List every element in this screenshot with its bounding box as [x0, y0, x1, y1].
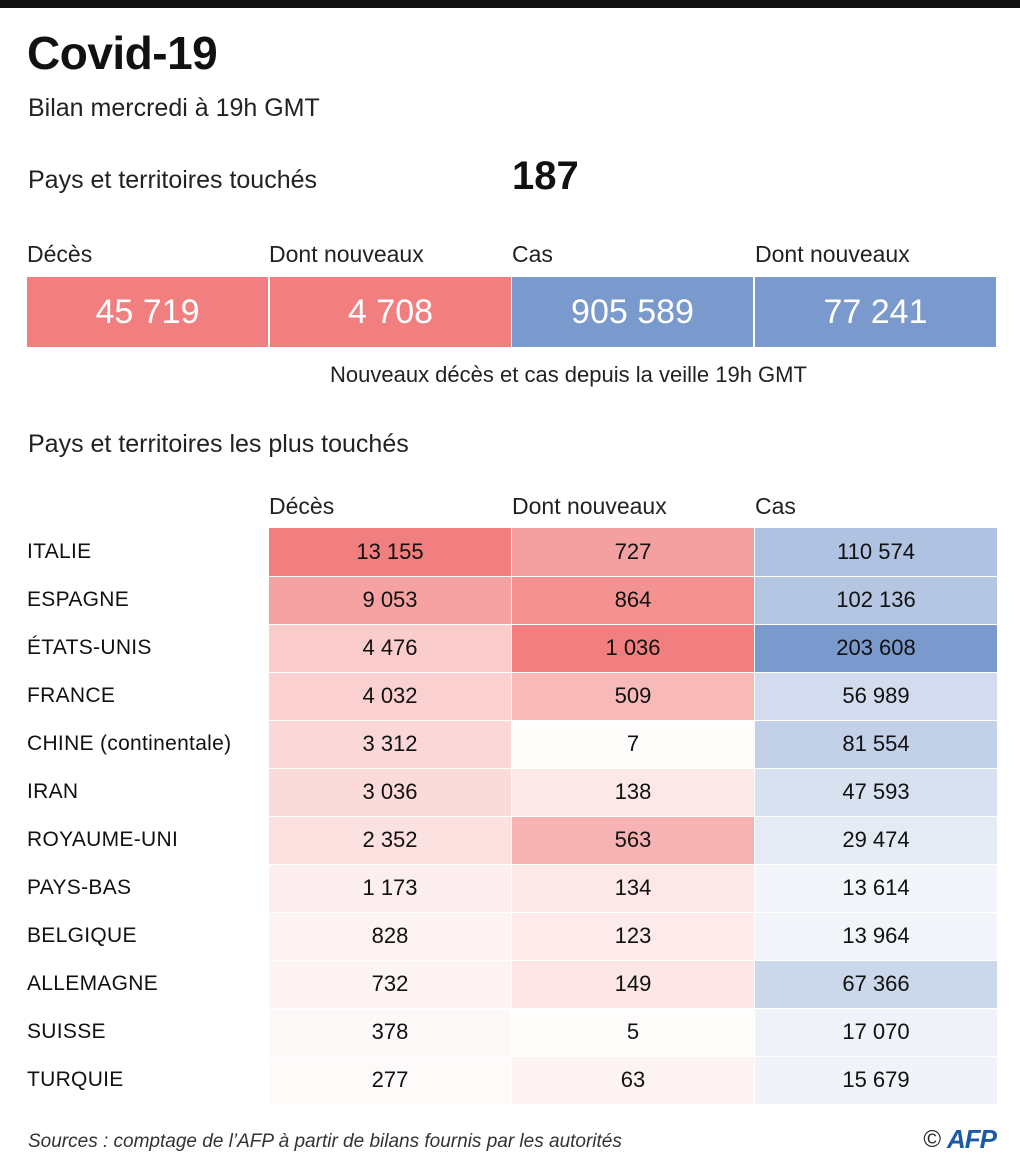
country-name: IRAN [27, 780, 79, 803]
table-row: ESPAGNE 9 053 864 102 136 [0, 576, 1020, 624]
table-row: ROYAUME-UNI 2 352 563 29 474 [0, 816, 1020, 864]
sources-note: Sources : comptage de l’AFP à partir de … [28, 1131, 622, 1152]
new-deaths-cell: 123 [512, 912, 754, 960]
new-deaths-cell: 1 036 [512, 624, 754, 672]
deaths-cell: 3 312 [269, 720, 511, 768]
table-row: BELGIQUE 828 123 13 964 [0, 912, 1020, 960]
cases-cell: 110 574 [755, 528, 997, 576]
deaths-cell: 13 155 [269, 528, 511, 576]
row-separator [269, 624, 997, 625]
country-name: BELGIQUE [27, 924, 137, 947]
row-separator [269, 576, 997, 577]
new-deaths-cell: 727 [512, 528, 754, 576]
row-separator [269, 672, 997, 673]
kpi-deaths-label: Décès [27, 241, 93, 267]
row-separator [269, 960, 997, 961]
afp-brand: AFP [947, 1124, 997, 1154]
country-name: ESPAGNE [27, 588, 130, 611]
deaths-cell: 9 053 [269, 576, 511, 624]
cases-cell: 102 136 [755, 576, 997, 624]
table-row: SUISSE 378 5 17 070 [0, 1008, 1020, 1056]
country-name: CHINE (continentale) [27, 732, 232, 755]
deaths-cell: 828 [269, 912, 511, 960]
table-row: CHINE (continentale) 3 312 7 81 554 [0, 720, 1020, 768]
cases-cell: 13 964 [755, 912, 997, 960]
column-header-deaths: Décès [269, 493, 335, 519]
page-subtitle: Bilan mercredi à 19h GMT [28, 94, 320, 122]
row-separator [269, 816, 997, 817]
deaths-cell: 378 [269, 1008, 511, 1056]
country-name: SUISSE [27, 1020, 106, 1043]
cases-cell: 67 366 [755, 960, 997, 1008]
deaths-cell: 4 476 [269, 624, 511, 672]
new-deaths-cell: 5 [512, 1008, 754, 1056]
row-separator [269, 1056, 997, 1057]
table-title: Pays et territoires les plus touchés [28, 430, 409, 458]
kpi-new-cases-label: Dont nouveaux [755, 241, 910, 267]
row-separator [269, 864, 997, 865]
cases-cell: 29 474 [755, 816, 997, 864]
kpi-new-deaths-value: 4 708 [270, 277, 511, 347]
table-row: PAYS-BAS 1 173 134 13 614 [0, 864, 1020, 912]
cases-cell: 203 608 [755, 624, 997, 672]
new-deaths-cell: 138 [512, 768, 754, 816]
cases-cell: 56 989 [755, 672, 997, 720]
country-name: ITALIE [27, 540, 92, 563]
new-deaths-cell: 149 [512, 960, 754, 1008]
deaths-cell: 1 173 [269, 864, 511, 912]
copyright-symbol: © [923, 1125, 941, 1153]
countries-affected-value: 187 [512, 154, 579, 198]
kpi-new-deaths-label: Dont nouveaux [269, 241, 424, 267]
table-row: ALLEMAGNE 732 149 67 366 [0, 960, 1020, 1008]
kpi-note: Nouveaux décès et cas depuis la veille 1… [330, 362, 807, 387]
kpi-cases-label: Cas [512, 241, 553, 267]
country-name: PAYS-BAS [27, 876, 132, 899]
new-deaths-cell: 563 [512, 816, 754, 864]
countries-affected-label: Pays et territoires touchés [28, 166, 318, 194]
row-separator [269, 1008, 997, 1009]
row-separator [269, 768, 997, 769]
afp-logo-icon: © AFP [923, 1124, 997, 1155]
deaths-cell: 2 352 [269, 816, 511, 864]
page-title: Covid-19 [27, 27, 218, 79]
deaths-cell: 3 036 [269, 768, 511, 816]
cases-cell: 47 593 [755, 768, 997, 816]
row-separator [269, 720, 997, 721]
new-deaths-cell: 63 [512, 1056, 754, 1104]
table-row: TURQUIE 277 63 15 679 [0, 1056, 1020, 1104]
new-deaths-cell: 864 [512, 576, 754, 624]
cases-cell: 81 554 [755, 720, 997, 768]
column-header-cases: Cas [755, 493, 796, 519]
deaths-cell: 277 [269, 1056, 511, 1104]
new-deaths-cell: 509 [512, 672, 754, 720]
new-deaths-cell: 134 [512, 864, 754, 912]
country-name: FRANCE [27, 684, 116, 707]
table-row: ÉTATS-UNIS 4 476 1 036 203 608 [0, 624, 1020, 672]
country-name: ÉTATS-UNIS [27, 636, 152, 659]
kpi-cases-value: 905 589 [512, 277, 753, 347]
deaths-cell: 4 032 [269, 672, 511, 720]
country-name: TURQUIE [27, 1068, 124, 1091]
top-rule [0, 0, 1020, 8]
table-row: ITALIE 13 155 727 110 574 [0, 528, 1020, 576]
deaths-cell: 732 [269, 960, 511, 1008]
table-row: IRAN 3 036 138 47 593 [0, 768, 1020, 816]
cases-cell: 15 679 [755, 1056, 997, 1104]
cases-cell: 13 614 [755, 864, 997, 912]
kpi-deaths-value: 45 719 [27, 277, 268, 347]
country-name: ALLEMAGNE [27, 972, 159, 995]
row-separator [269, 912, 997, 913]
kpi-new-cases-value: 77 241 [755, 277, 996, 347]
country-name: ROYAUME-UNI [27, 828, 179, 851]
column-header-new-deaths: Dont nouveaux [512, 493, 667, 519]
new-deaths-cell: 7 [512, 720, 754, 768]
cases-cell: 17 070 [755, 1008, 997, 1056]
table-row: FRANCE 4 032 509 56 989 [0, 672, 1020, 720]
